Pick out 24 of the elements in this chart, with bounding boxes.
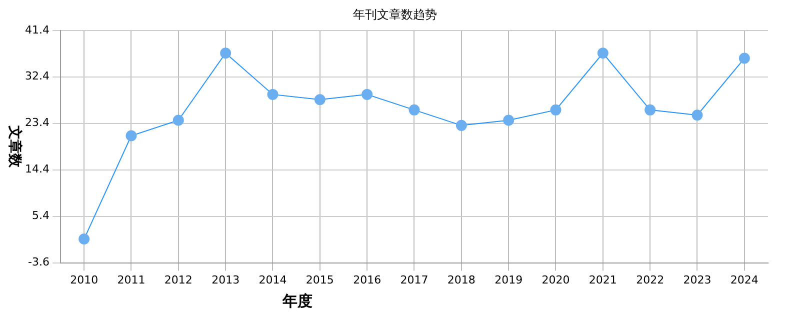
y-axis-title: 文章数 xyxy=(6,124,24,169)
x-tick-label: 2011 xyxy=(117,273,146,286)
x-tick-label: 2013 xyxy=(212,273,240,286)
x-tick-label: 2016 xyxy=(353,273,382,286)
x-tick-label: 2023 xyxy=(683,273,712,286)
y-tick-label: -3.6 xyxy=(28,256,50,269)
x-tick-label: 2019 xyxy=(494,273,523,286)
y-tick-label: 23.4 xyxy=(24,116,50,130)
y-tick-label: 5.4 xyxy=(32,209,50,222)
x-tick-label: 2022 xyxy=(636,273,664,286)
y-tick-label: 41.4 xyxy=(24,23,50,36)
x-axis-title: 年度 xyxy=(282,292,313,310)
x-tick-label: 2018 xyxy=(447,273,476,286)
x-tick-label: 2017 xyxy=(400,273,428,286)
x-tick-label: 2010 xyxy=(70,273,98,286)
x-tick-label: 2012 xyxy=(164,273,192,286)
y-tick-label: 14.4 xyxy=(24,162,50,176)
x-tick-label: 2014 xyxy=(258,273,287,286)
y-tick-label: 32.4 xyxy=(24,70,50,83)
x-tick-label: 2015 xyxy=(306,273,334,286)
x-tick-label: 2020 xyxy=(542,273,570,286)
x-tick-label: 2024 xyxy=(730,273,758,286)
x-tick-label: 2021 xyxy=(588,273,617,286)
chart-title: 年刊文章数趋势 xyxy=(353,7,437,22)
